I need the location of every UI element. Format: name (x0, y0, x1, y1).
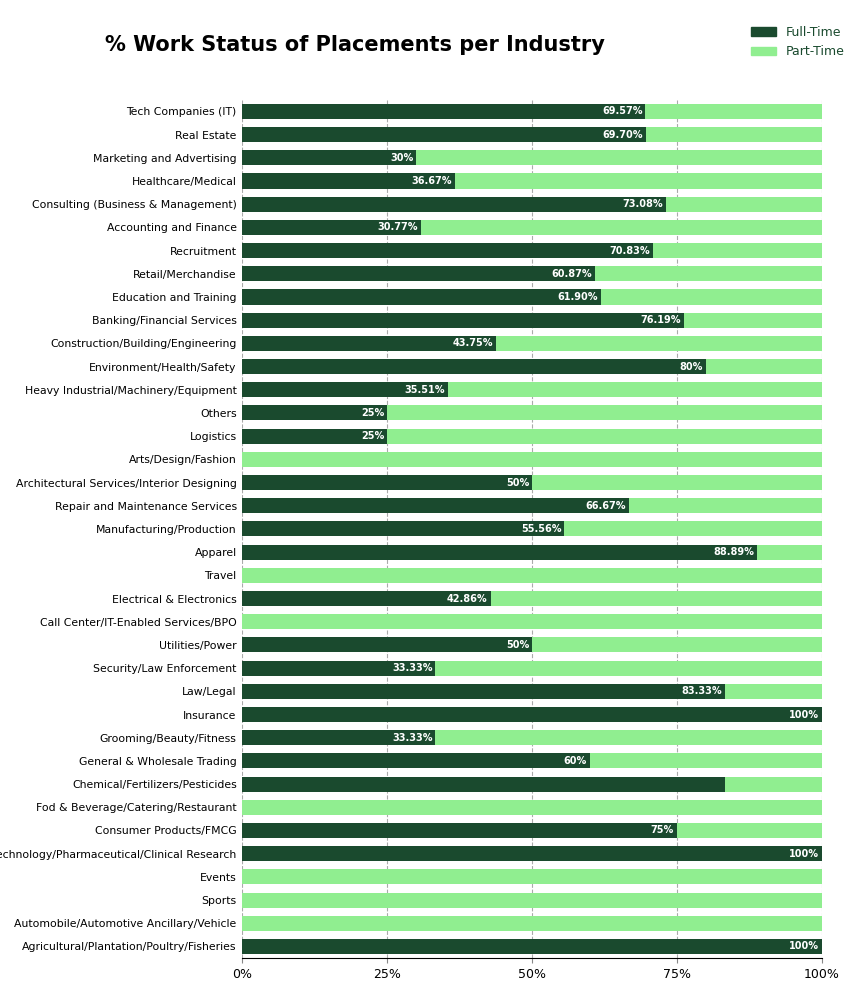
Text: 70.83%: 70.83% (609, 246, 650, 255)
Text: 60.87%: 60.87% (552, 268, 592, 278)
Bar (242, 498, 629, 513)
Text: 33.33%: 33.33% (392, 733, 432, 743)
Legend: Full-Time, Part-Time: Full-Time, Part-Time (746, 21, 850, 64)
Bar (242, 405, 388, 420)
Text: 88.89%: 88.89% (714, 547, 754, 557)
Text: 43.75%: 43.75% (452, 338, 493, 348)
Bar (242, 545, 758, 560)
Bar (242, 846, 822, 861)
Bar (242, 776, 725, 791)
Bar (242, 452, 822, 467)
Text: 36.67%: 36.67% (412, 176, 452, 186)
Bar (242, 545, 822, 560)
Bar (242, 174, 822, 189)
Text: 100%: 100% (789, 941, 819, 951)
Bar (242, 197, 666, 212)
Bar (242, 707, 822, 723)
Bar (242, 731, 435, 746)
Bar (242, 335, 822, 351)
Bar (242, 753, 822, 768)
Text: 100%: 100% (789, 848, 819, 858)
Bar (242, 846, 822, 861)
Bar (242, 591, 490, 606)
Bar (242, 197, 822, 212)
Bar (242, 753, 590, 768)
Bar (242, 661, 435, 676)
Bar (242, 312, 822, 327)
Bar (242, 312, 683, 327)
Text: 30%: 30% (390, 153, 413, 163)
Text: 25%: 25% (361, 408, 384, 418)
Bar (242, 266, 822, 281)
Bar (242, 707, 822, 723)
Bar (242, 359, 706, 374)
Bar (242, 127, 822, 142)
Bar (242, 684, 725, 699)
Bar (242, 475, 822, 490)
Bar (242, 916, 822, 931)
Bar (242, 104, 822, 119)
Bar (242, 405, 822, 420)
Bar (242, 498, 822, 513)
Text: 33.33%: 33.33% (392, 663, 432, 673)
Text: 76.19%: 76.19% (640, 315, 681, 325)
Bar (242, 638, 822, 653)
Bar (242, 568, 822, 583)
Bar (242, 151, 416, 166)
Bar (242, 799, 822, 814)
Text: 75%: 75% (650, 825, 674, 835)
Bar (242, 475, 532, 490)
Text: 42.86%: 42.86% (447, 594, 488, 604)
Text: 73.08%: 73.08% (622, 200, 663, 210)
Bar (242, 638, 532, 653)
Bar (242, 244, 653, 258)
Text: 60%: 60% (564, 755, 587, 765)
Bar (242, 428, 822, 444)
Bar (242, 684, 822, 699)
Bar (242, 939, 822, 954)
Text: 80%: 80% (680, 361, 703, 371)
Text: % Work Status of Placements per Industry: % Work Status of Placements per Industry (105, 35, 605, 56)
Text: 35.51%: 35.51% (405, 385, 445, 395)
Bar (242, 220, 420, 235)
Bar (242, 731, 822, 746)
Text: 50%: 50% (506, 640, 529, 650)
Bar (242, 939, 822, 954)
Bar (242, 661, 822, 676)
Bar (242, 359, 822, 374)
Text: 50%: 50% (506, 478, 529, 488)
Text: 25%: 25% (361, 431, 384, 441)
Bar (242, 823, 822, 838)
Bar (242, 382, 822, 397)
Bar (242, 220, 822, 235)
Bar (242, 869, 822, 884)
Bar (242, 428, 388, 444)
Bar (242, 614, 822, 630)
Bar (242, 244, 822, 258)
Text: 69.70%: 69.70% (603, 130, 644, 140)
Bar (242, 892, 822, 907)
Bar (242, 521, 564, 537)
Bar (242, 823, 677, 838)
Bar (242, 289, 822, 304)
Bar (242, 335, 496, 351)
Bar (242, 104, 645, 119)
Bar (242, 591, 822, 606)
Bar (242, 521, 822, 537)
Bar (242, 776, 822, 791)
Bar (242, 127, 646, 142)
Text: 30.77%: 30.77% (377, 223, 418, 233)
Bar (242, 266, 595, 281)
Bar (242, 174, 455, 189)
Bar (242, 151, 822, 166)
Bar (242, 382, 448, 397)
Bar (242, 289, 601, 304)
Text: 100%: 100% (789, 710, 819, 720)
Text: 83.33%: 83.33% (682, 687, 722, 697)
Text: 66.67%: 66.67% (586, 501, 625, 511)
Text: 69.57%: 69.57% (602, 107, 643, 117)
Text: 55.56%: 55.56% (521, 524, 561, 534)
Text: 61.90%: 61.90% (558, 292, 598, 302)
